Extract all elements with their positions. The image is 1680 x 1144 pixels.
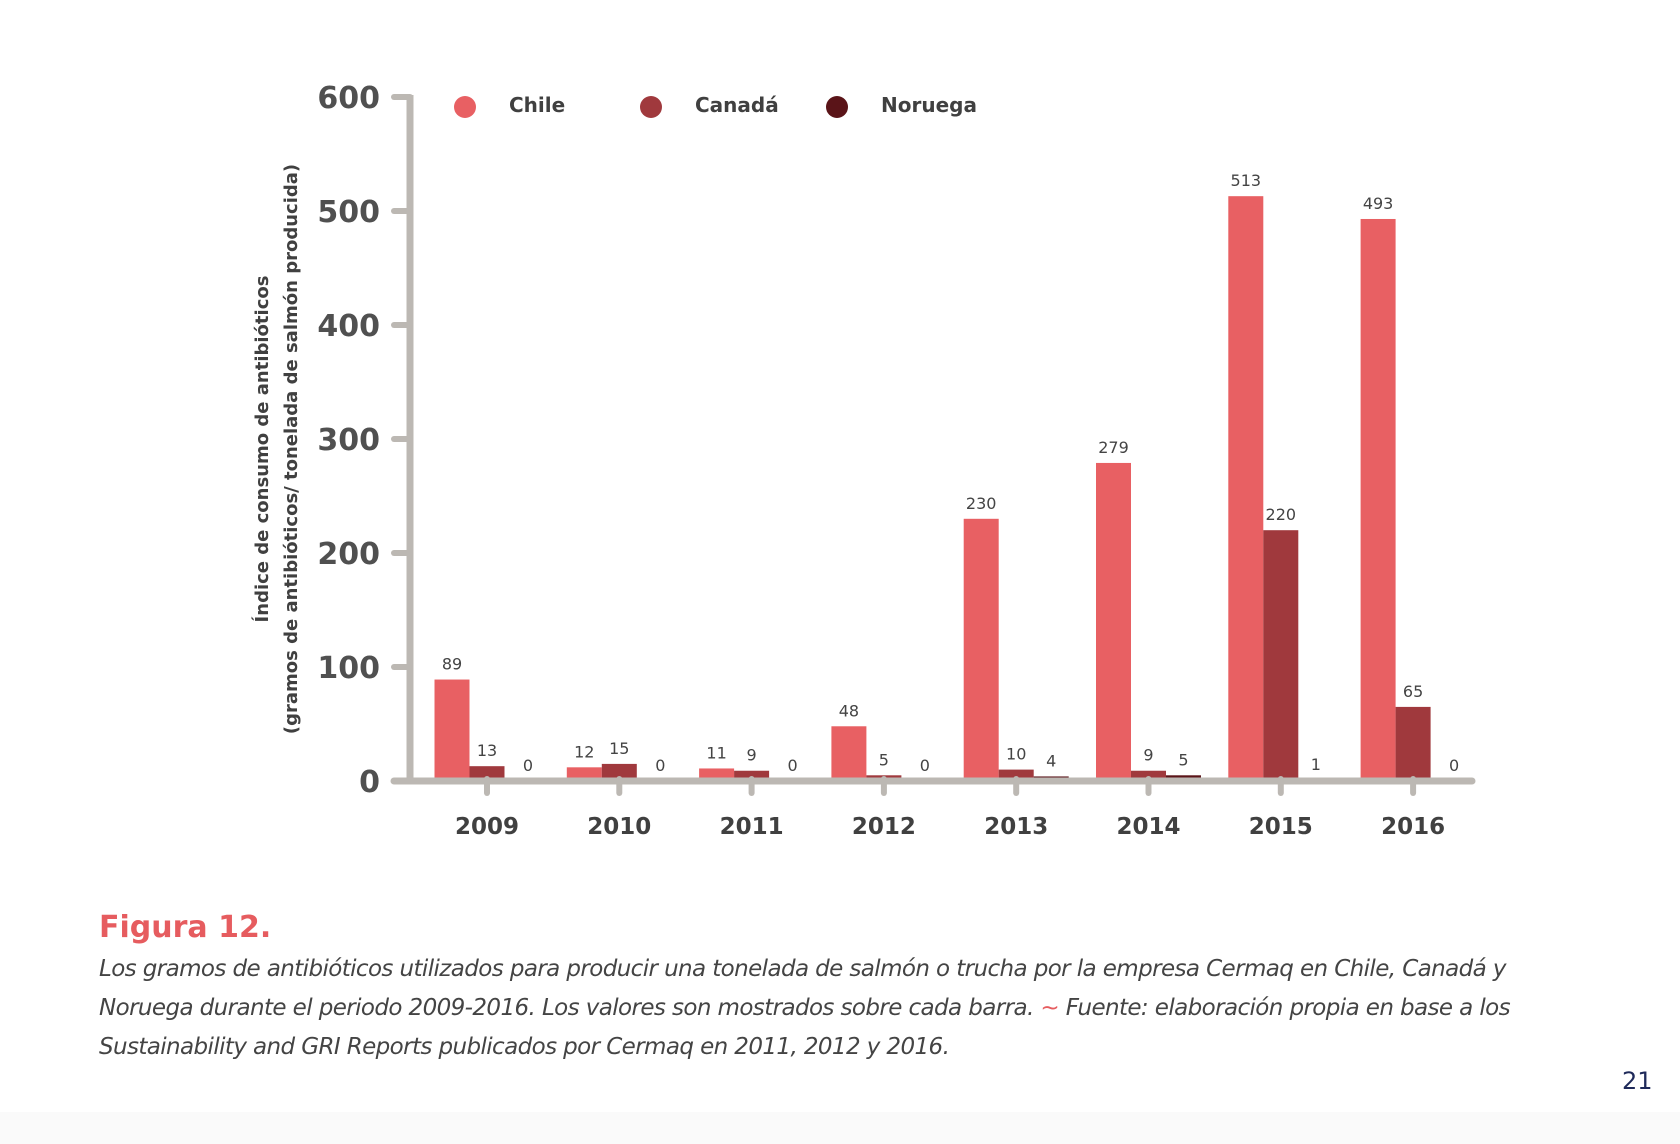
figure-caption: Los gramos de antibióticos utilizados pa… xyxy=(99,950,1589,1067)
figure-label: Figura 12. xyxy=(99,910,272,945)
bar-chart: Índice de consumo de antibióticos (gramos… xyxy=(251,81,1476,840)
legend-label: Chile xyxy=(509,93,565,117)
y-tick-label: 600 xyxy=(317,81,380,116)
x-tick-label: 2016 xyxy=(1381,814,1445,840)
data-label: 1 xyxy=(1311,755,1321,774)
data-label: 89 xyxy=(442,655,462,674)
data-label: 220 xyxy=(1266,505,1297,524)
page-footer-band xyxy=(0,1112,1680,1144)
bars xyxy=(434,196,1431,782)
y-tick-label: 100 xyxy=(317,651,380,686)
data-label: 0 xyxy=(655,756,665,775)
x-tick-label: 2010 xyxy=(587,814,651,840)
x-tick-label: 2011 xyxy=(720,814,784,840)
legend-label: Canadá xyxy=(695,93,779,117)
data-label: 279 xyxy=(1098,438,1129,457)
y-axis-label-line: (gramos de antibióticos/ tonelada de sal… xyxy=(281,164,302,734)
y-axis-label-line: Índice de consumo de antibióticos xyxy=(251,276,273,623)
y-tick-label: 500 xyxy=(317,195,380,230)
bar-canadá-2010 xyxy=(601,763,637,781)
bar-chile-2009 xyxy=(434,679,470,781)
caption-separator: ~ xyxy=(1040,995,1060,1021)
axes xyxy=(390,94,1476,796)
caption-text: Los gramos de antibióticos utilizados pa… xyxy=(99,956,1506,1021)
y-tick-label: 300 xyxy=(317,423,380,458)
y-tick-label: 400 xyxy=(317,309,380,344)
data-label: 493 xyxy=(1363,194,1394,213)
data-label: 513 xyxy=(1231,171,1262,190)
bar-canadá-2016 xyxy=(1395,706,1431,781)
legend: Chile Canadá Noruega xyxy=(454,93,977,118)
data-label: 15 xyxy=(609,739,629,758)
x-tick-label: 2012 xyxy=(852,814,916,840)
bar-canadá-2013 xyxy=(998,769,1034,781)
data-label: 5 xyxy=(1178,750,1188,769)
y-tick-labels: 0 100 200 300 400 500 600 xyxy=(317,81,380,800)
bar-chile-2012 xyxy=(831,726,867,781)
y-tick-label: 200 xyxy=(317,537,380,572)
data-label: 0 xyxy=(920,756,930,775)
data-label: 230 xyxy=(966,494,997,513)
page-number: 21 xyxy=(1622,1067,1653,1095)
legend-marker-noruega xyxy=(826,96,848,118)
data-label: 12 xyxy=(574,742,594,761)
legend-label: Noruega xyxy=(881,93,977,117)
x-tick-labels: 2009 2010 2011 2012 2013 2014 2015 2016 xyxy=(455,814,1445,840)
legend-marker-chile xyxy=(454,96,476,118)
data-labels: 89 13 0 12 15 0 11 9 0 48 5 0 230 10 4 279 9 5 513 220 1 493 6… xyxy=(442,171,1459,775)
caption-source: Fuente: elaboración propia en base a los… xyxy=(99,995,1511,1060)
data-label: 9 xyxy=(1143,746,1153,765)
data-label: 0 xyxy=(523,756,533,775)
bar-canadá-2014 xyxy=(1131,770,1166,781)
data-label: 5 xyxy=(879,750,889,769)
y-tick-label: 0 xyxy=(359,765,380,800)
bar-canadá-2015 xyxy=(1263,530,1299,781)
x-tick-label: 2009 xyxy=(455,814,519,840)
data-label: 11 xyxy=(706,743,726,762)
data-label: 9 xyxy=(747,746,757,765)
data-label: 0 xyxy=(788,756,798,775)
bar-chile-2015 xyxy=(1228,196,1264,781)
data-label: 0 xyxy=(1449,756,1459,775)
bar-canadá-2011 xyxy=(734,770,770,781)
bar-canadá-2009 xyxy=(469,766,505,781)
y-axis-label: Índice de consumo de antibióticos (gramos… xyxy=(251,164,302,734)
data-label: 10 xyxy=(1006,745,1026,764)
bar-chile-2014 xyxy=(1096,462,1131,781)
legend-marker-canadá xyxy=(640,96,662,118)
data-label: 4 xyxy=(1046,751,1056,770)
data-label: 13 xyxy=(477,741,497,760)
data-label: 65 xyxy=(1403,682,1423,701)
x-tick-label: 2014 xyxy=(1116,814,1180,840)
bar-chile-2016 xyxy=(1360,218,1396,782)
bar-chile-2013 xyxy=(963,518,999,781)
x-tick-label: 2013 xyxy=(984,814,1048,840)
data-label: 48 xyxy=(839,701,859,720)
x-tick-label: 2015 xyxy=(1249,814,1313,840)
